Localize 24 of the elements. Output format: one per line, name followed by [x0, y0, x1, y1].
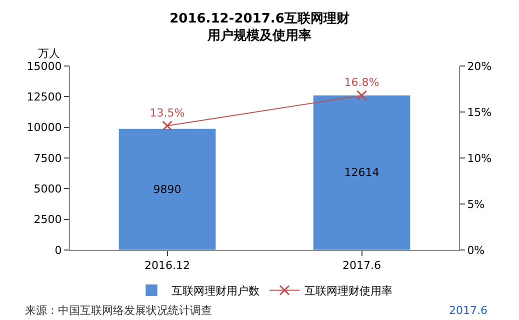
data-label: 13.5%	[150, 106, 185, 120]
y2-tick-label: 0%	[467, 244, 485, 257]
data-label: 12614	[344, 166, 380, 180]
source-note: 来源：中国互联网络发展状况统计调查	[25, 304, 212, 317]
chart-subtitle: 用户规模及使用率	[206, 27, 312, 44]
data-label: 16.8%	[344, 76, 380, 90]
y-tick-label: 10000	[26, 121, 62, 134]
y-tick-label: 12500	[26, 90, 62, 104]
y-tick-label: 7500	[34, 152, 62, 165]
x-tick-label: 2016.12	[144, 259, 190, 272]
y2-tick-label: 15%	[467, 106, 492, 119]
legend-label: 互联网理财用户数	[172, 284, 260, 298]
y-tick-label: 2500	[34, 213, 62, 226]
y2-tick-label: 20%	[467, 60, 492, 73]
y-tick-label: 0	[54, 244, 62, 257]
text: 2017.6	[449, 304, 488, 317]
y-axis-title: 万人	[38, 47, 60, 60]
y2-tick-label: 5%	[467, 198, 485, 211]
y-tick-label: 15000	[26, 60, 62, 73]
y-tick-label: 5000	[34, 182, 62, 196]
chart-title: 2016.12-2017.6互联网理财	[170, 11, 350, 26]
data-label: 9890	[153, 182, 182, 196]
y2-tick-label: 10%	[467, 152, 492, 165]
legend-label: 互联网理财使用率	[304, 284, 392, 298]
